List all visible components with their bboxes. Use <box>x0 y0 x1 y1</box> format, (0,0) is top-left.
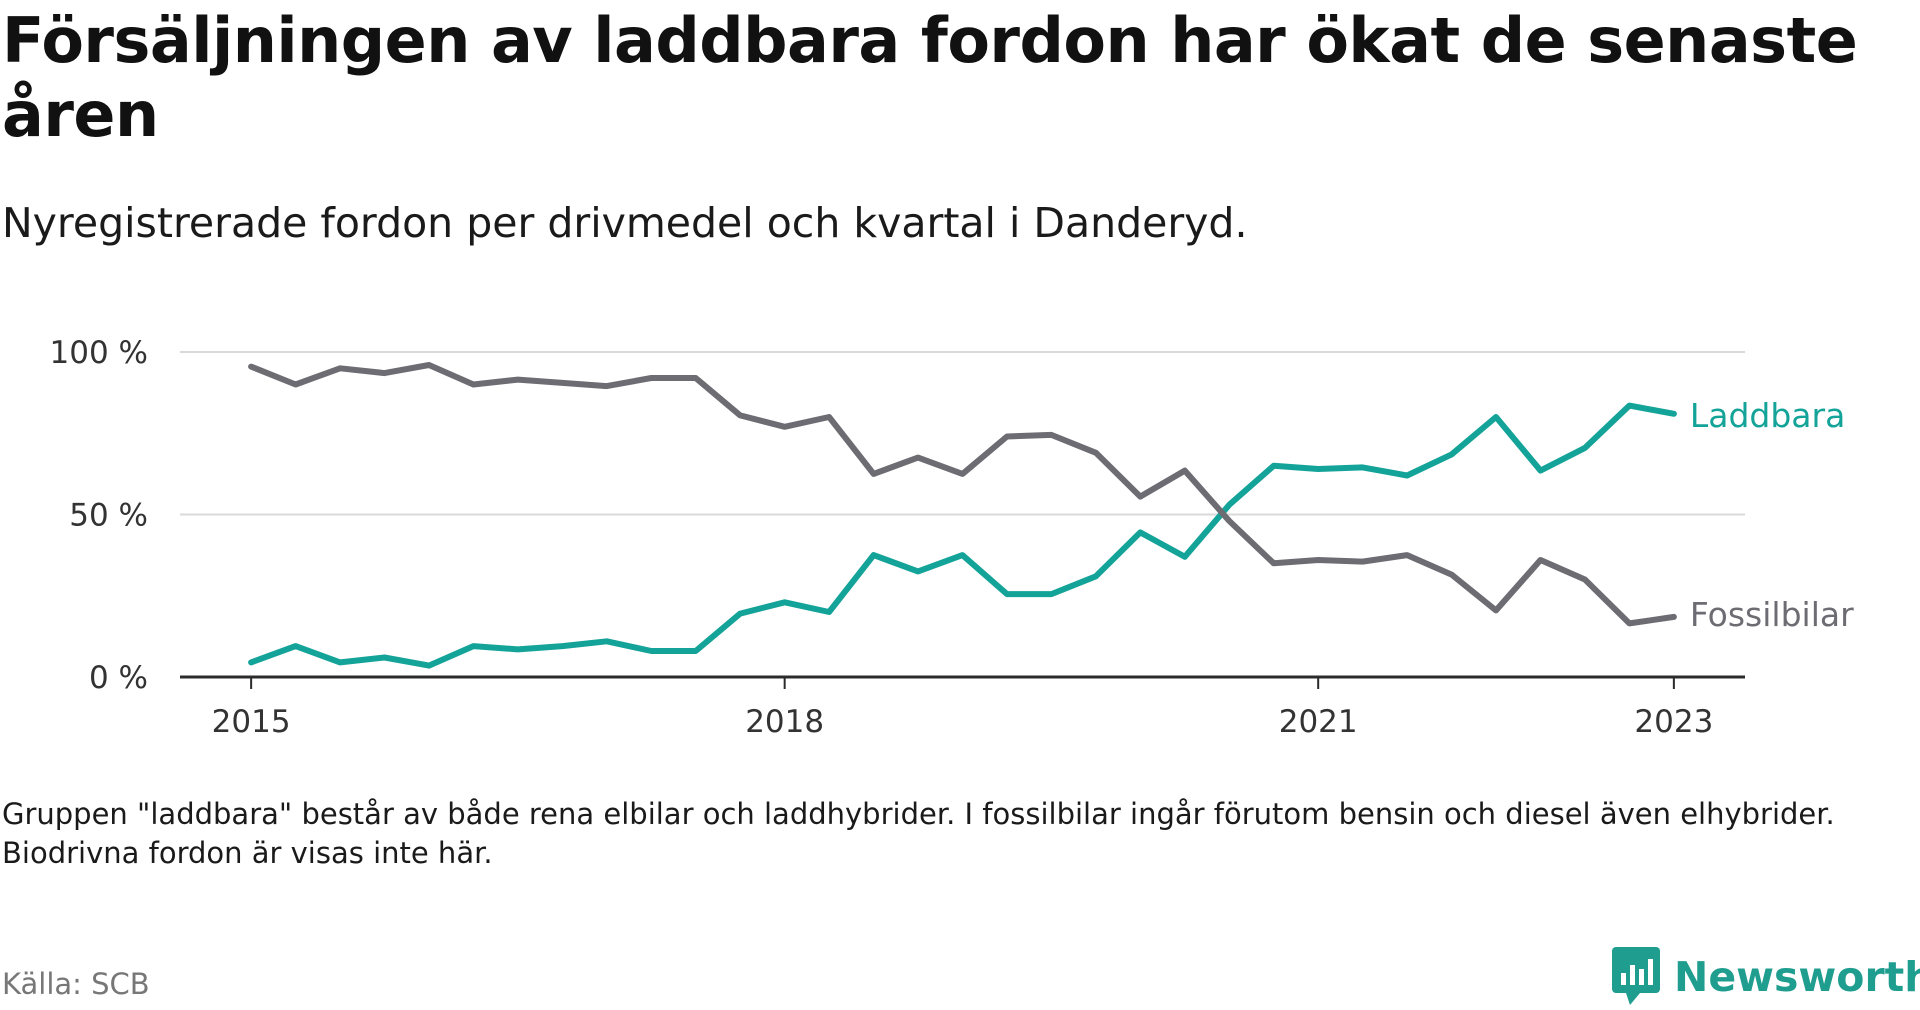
brand-logo: Newsworthy <box>1612 947 1920 1007</box>
y-tick-label: 100 % <box>50 335 148 371</box>
x-tick-label: 2021 <box>1279 704 1358 740</box>
page-subtitle: Nyregistrerade fordon per drivmedel och … <box>2 199 1248 247</box>
y-tick-label: 0 % <box>89 660 148 696</box>
chart-note: Gruppen "laddbara" består av både rena e… <box>2 797 1835 870</box>
newsworthy-logo-icon <box>1612 947 1660 1005</box>
series-line-laddbara <box>248 402 1677 669</box>
series-label-laddbara: Laddbara <box>1690 396 1845 435</box>
series-line-fossilbilar <box>248 362 1677 627</box>
source-text: Källa: SCB <box>2 967 150 1001</box>
grid-layer <box>180 351 1745 516</box>
brand-name: Newsworthy <box>1674 953 1920 1001</box>
line-chart: 0 % 50 % 100 % 2015 2018 2021 2023 Laddbara Foss… <box>50 335 1855 740</box>
label-layer: 0 % 50 % 100 % 2015 2018 2021 2023 Laddbara Foss… <box>50 335 1855 740</box>
series-label-fossilbilar: Fossilbilar <box>1690 595 1854 634</box>
axis-layer <box>180 675 1745 689</box>
x-tick-label: 2018 <box>745 704 824 740</box>
series-layer <box>248 362 1677 669</box>
x-tick-label: 2015 <box>212 704 291 740</box>
y-tick-label: 50 % <box>69 498 148 534</box>
page-title: Försäljningen av laddbara fordon har öka… <box>2 4 1858 151</box>
x-tick-label: 2023 <box>1634 704 1713 740</box>
